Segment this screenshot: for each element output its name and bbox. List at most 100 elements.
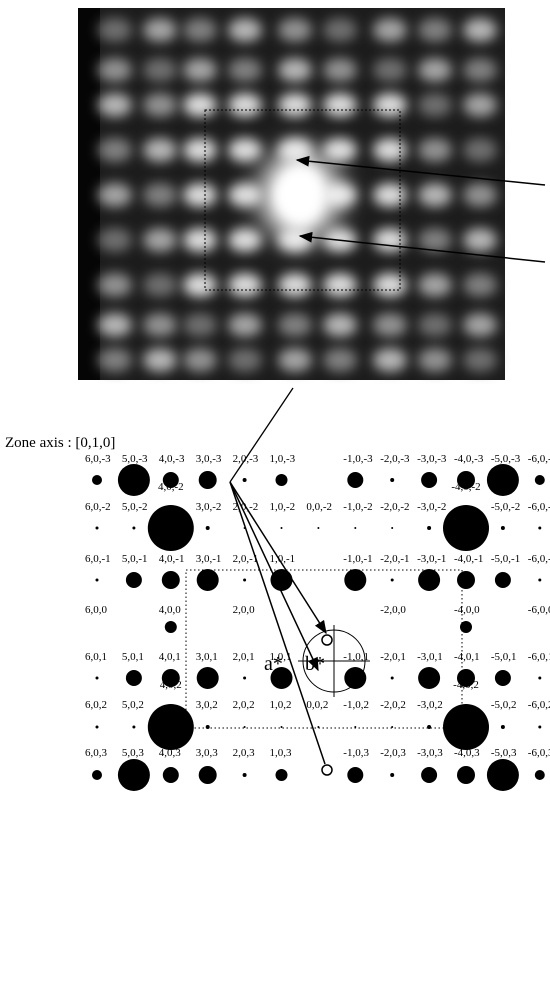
photo-spot	[143, 313, 177, 337]
spot	[421, 767, 437, 783]
photo-spot	[463, 313, 497, 337]
spot	[243, 478, 247, 482]
spot-label: -4,0,2	[453, 679, 479, 691]
photo-spot	[228, 58, 262, 82]
photo-spot	[463, 138, 497, 162]
photo-spot	[418, 183, 452, 207]
photo-spot	[373, 228, 407, 252]
spot	[281, 726, 283, 728]
spot-label: -4,0,-2	[451, 481, 480, 493]
spot-label: 0,0,-2	[306, 501, 332, 513]
spot-label: 5,0,-2	[122, 501, 148, 513]
spot	[92, 475, 102, 485]
spot	[501, 526, 505, 530]
spot-label: -5,0,-3	[491, 453, 521, 465]
open-spot	[322, 765, 332, 775]
photo-spot	[98, 228, 132, 252]
spot	[96, 726, 99, 729]
photo-spot	[373, 313, 407, 337]
spot	[199, 766, 217, 784]
spot-label: -6,0,-2	[528, 501, 550, 513]
spot	[344, 667, 366, 689]
photo-spot	[183, 58, 217, 82]
spot-label: -5,0,1	[491, 651, 517, 663]
spot	[457, 571, 475, 589]
photo-spot	[373, 93, 407, 117]
spot-label: 2,0,3	[233, 747, 256, 759]
spot-label: -4,0,-3	[454, 453, 484, 465]
spot	[206, 526, 210, 530]
photo-spot	[373, 273, 407, 297]
spot	[96, 527, 99, 530]
photo-spot	[463, 93, 497, 117]
spot	[538, 726, 541, 729]
spot	[354, 527, 356, 529]
spot-label: -3,0,-1	[417, 553, 446, 565]
spot-label: 5,0,-3	[122, 453, 148, 465]
spot-label: -5,0,3	[491, 747, 517, 759]
photo-spot	[463, 183, 497, 207]
photo-spot	[143, 58, 177, 82]
zone-axis-label: Zone axis : [0,1,0]	[5, 435, 115, 451]
photo-spot	[323, 348, 357, 372]
photo-spot	[228, 313, 262, 337]
spot-label: -4,0,1	[454, 651, 480, 663]
spot	[443, 505, 489, 551]
spot	[244, 726, 246, 728]
spot-label: 6,0,1	[85, 651, 107, 663]
spot-label: 2,0,2	[233, 699, 255, 711]
photo-spot	[183, 18, 217, 42]
spot	[390, 773, 394, 777]
spot-label: -6,0,-3	[528, 453, 550, 465]
spot	[317, 726, 319, 728]
photo-spot	[183, 273, 217, 297]
spot	[96, 579, 99, 582]
spot-label: -1,0,-2	[343, 501, 372, 513]
photo-spot	[183, 313, 217, 337]
photo-spot	[228, 273, 262, 297]
spot	[199, 471, 217, 489]
spot	[276, 769, 288, 781]
photo-spot	[323, 313, 357, 337]
spot	[495, 572, 511, 588]
spot	[197, 569, 219, 591]
spot	[501, 725, 505, 729]
spot-label: 3,0,-2	[196, 501, 222, 513]
spot-label: -6,0,0	[528, 604, 550, 616]
photo-spot	[418, 273, 452, 297]
photo-spot	[228, 138, 262, 162]
spot-label: 5,0,-1	[122, 553, 148, 565]
spot	[148, 704, 194, 750]
spot-label: -4,0,-1	[454, 553, 483, 565]
spot-label: -3,0,-3	[417, 453, 447, 465]
spot-label: 3,0,-3	[196, 453, 222, 465]
spot-label: 3,0,3	[196, 747, 219, 759]
photo-spot	[278, 273, 312, 297]
spot	[243, 579, 246, 582]
spot	[347, 472, 363, 488]
spot-label: 6,0,-1	[85, 553, 111, 565]
open-spot	[322, 635, 332, 645]
spot-label: -2,0,-1	[380, 553, 409, 565]
photo-spot	[183, 183, 217, 207]
spot-label: 6,0,-3	[85, 453, 111, 465]
spot	[132, 527, 135, 530]
spot-label: 2,0,-3	[233, 453, 259, 465]
spot	[162, 571, 180, 589]
spot-label: -1,0,3	[343, 747, 369, 759]
spot-label: -6,0,2	[528, 699, 550, 711]
spot-label: -6,0,1	[528, 651, 550, 663]
spot-label: -6,0,-1	[528, 553, 550, 565]
photo-spot	[143, 273, 177, 297]
spot-label: -2,0,1	[380, 651, 406, 663]
photo-spot	[278, 18, 312, 42]
photo-spot	[278, 58, 312, 82]
spot-label: -5,0,-1	[491, 553, 520, 565]
spot	[276, 474, 288, 486]
photo-spot	[418, 348, 452, 372]
spot	[391, 677, 394, 680]
photo-spot	[418, 93, 452, 117]
photo-spot	[228, 228, 262, 252]
spot	[535, 770, 545, 780]
photo-glow	[278, 167, 322, 223]
